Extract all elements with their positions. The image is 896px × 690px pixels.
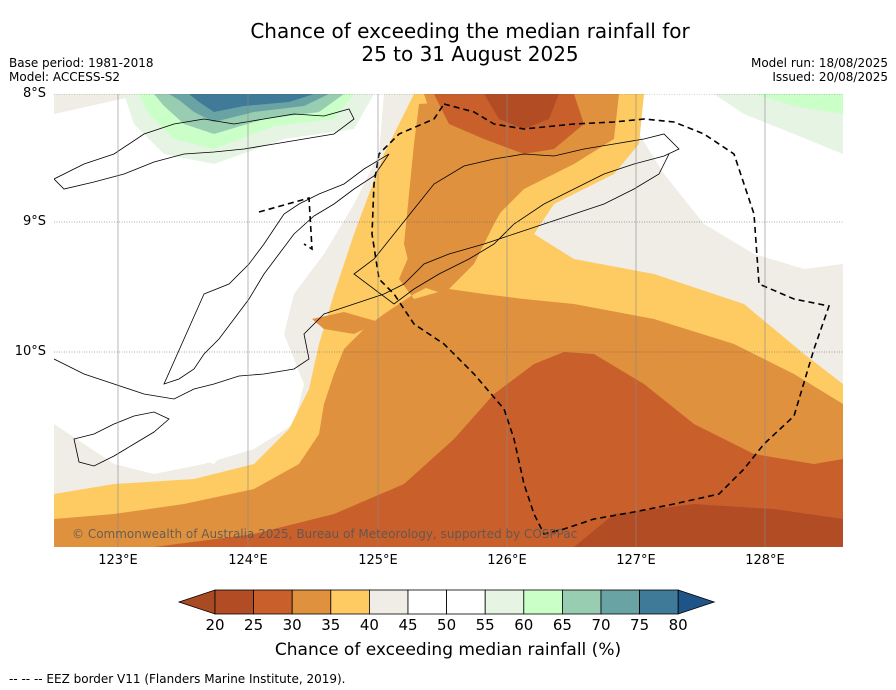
- colorbar-tick-label: 55: [475, 616, 495, 634]
- colorbar-cell-45-50: [407, 589, 447, 615]
- band-white-southwest: [169, 394, 239, 464]
- lat-label-9s: 9°S: [22, 214, 46, 229]
- title-line-1: Chance of exceeding the median rainfall …: [250, 19, 690, 43]
- grid-lines: [54, 94, 843, 353]
- lon-label-123e: 123°E: [98, 553, 138, 568]
- colorbar-tick-label: 20: [205, 616, 225, 634]
- colorbar-title: Chance of exceeding median rainfall (%): [274, 640, 622, 660]
- copyright-watermark: © Commonwealth of Australia 2025, Bureau…: [72, 527, 578, 541]
- band-20-25: [574, 504, 843, 547]
- colorbar-tick-label: 50: [437, 616, 457, 634]
- eez-footnote: -- -- -- EEZ border V11 (Flanders Marine…: [9, 672, 346, 686]
- island-sumba: [73, 411, 170, 467]
- band-white-east: [634, 94, 843, 269]
- island-north-coast: [54, 153, 670, 400]
- colorbar-tick-label: 40: [359, 616, 379, 634]
- eez-border-west: [258, 196, 313, 251]
- title-line-2: 25 to 31 August 2025: [361, 42, 579, 66]
- issued-date: Issued: 20/08/2025: [772, 70, 888, 84]
- colorbar-tick-label: 30: [282, 616, 302, 634]
- lon-label-127e: 127°E: [616, 553, 656, 568]
- colorbar-cell-65-70: [561, 589, 602, 615]
- colorbar-extend-high: [677, 589, 716, 615]
- colorbar-cell-30-35: [291, 589, 332, 615]
- colorbar-extend-low: [178, 589, 216, 615]
- lon-label-128e: 128°E: [745, 553, 785, 568]
- map-title: Chance of exceeding the median rainfall …: [170, 20, 770, 66]
- colorbar-tick-label: 25: [244, 616, 264, 634]
- colorbar-tick-label: 60: [514, 616, 534, 634]
- grid-lines-vertical: [117, 94, 766, 547]
- map-svg: [54, 94, 843, 547]
- band-55-60-east: [714, 94, 843, 154]
- island-flores-outline: [353, 133, 680, 305]
- colorbar: [178, 589, 716, 615]
- island-timor-north: [54, 108, 355, 190]
- band-75-80: [189, 94, 314, 112]
- model-name: Model: ACCESS-S2: [9, 70, 121, 84]
- colorbar-cell-35-40: [330, 589, 370, 615]
- lat-label-8s: 8°S: [22, 86, 46, 101]
- band-30-35-small: [312, 312, 379, 334]
- colorbar-cell-50-55: [446, 589, 486, 615]
- map-panel: [54, 94, 843, 547]
- lon-label-124e: 124°E: [228, 553, 268, 568]
- colorbar-cell-20-25: [214, 589, 254, 615]
- meta-left: Base period: 1981-2018 Model: ACCESS-S2: [9, 56, 154, 84]
- base-period: Base period: 1981-2018: [9, 56, 154, 70]
- lat-label-10s: 10°S: [14, 344, 46, 359]
- colorbar-cell-40-45: [368, 589, 409, 615]
- colorbar-cell-75-80: [639, 589, 679, 615]
- colorbar-cell-25-30: [253, 589, 293, 615]
- island-west: [163, 153, 390, 385]
- colorbar-tick-label: 45: [398, 616, 418, 634]
- colorbar-cell-70-75: [600, 589, 640, 615]
- band-25-30: [154, 352, 843, 547]
- band-white-west: [54, 94, 384, 474]
- lon-label-125e: 125°E: [358, 553, 398, 568]
- coastline: [54, 108, 680, 467]
- colorbar-tick-label: 80: [668, 616, 688, 634]
- colorbar-cell-60-65: [523, 589, 563, 615]
- colorbar-tick-label: 65: [552, 616, 572, 634]
- colorbar-cell-55-60: [484, 589, 525, 615]
- model-run: Model run: 18/08/2025: [750, 56, 888, 70]
- colorbar-tick-label: 35: [321, 616, 341, 634]
- colorbar-tick-label: 70: [591, 616, 611, 634]
- eez-border: [371, 103, 831, 535]
- meta-right: Model run: 18/08/2025 Issued: 20/08/2025: [751, 56, 888, 84]
- band-20-25-north: [484, 94, 559, 129]
- band-60-65-east: [754, 94, 843, 114]
- colorbar-tick-label: 75: [630, 616, 650, 634]
- lon-label-126e: 126°E: [487, 553, 527, 568]
